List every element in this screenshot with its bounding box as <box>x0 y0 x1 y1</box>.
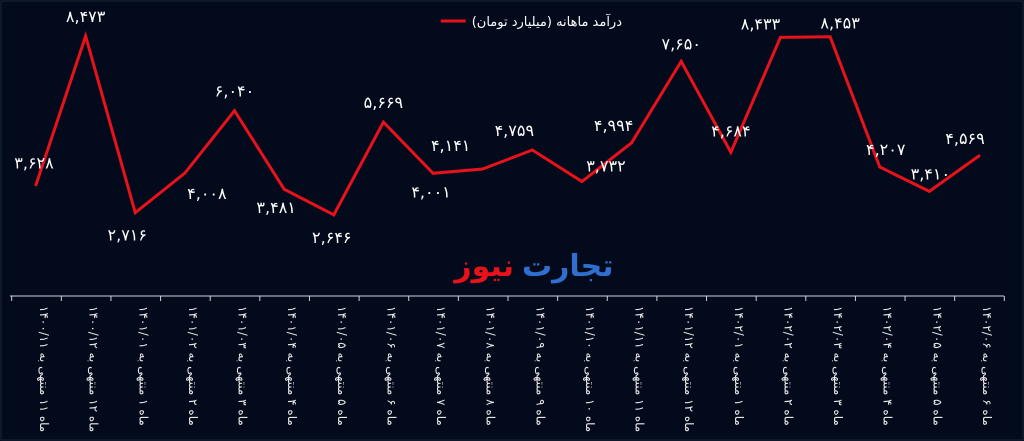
data-label: ۴,۷۵۹ <box>495 121 534 140</box>
x-tick-label: ماه ۱ منتهی به ۱۴۰۱/۰۱ <box>136 306 150 426</box>
x-tick-label: ماه ۶ منتهی به ۱۴۰۲/۰۶ <box>980 306 994 426</box>
data-point <box>679 59 683 63</box>
x-tick-label: ماه ۴ منتهی به ۱۴۰۲/۰۴ <box>881 306 895 426</box>
data-point <box>332 213 336 217</box>
x-tick-label: ماه ۵ منتهی به ۱۴۰۱/۰۵ <box>335 306 349 426</box>
data-label: ۴,۰۰۱ <box>411 182 450 201</box>
data-point <box>778 35 782 39</box>
legend-label: درآمد ماهانه (میلیارد تومان) <box>472 13 622 30</box>
x-tick-label: ماه ۱ منتهی به ۱۴۰۲/۰۱ <box>732 306 746 426</box>
data-point <box>630 141 634 145</box>
data-point <box>481 167 485 171</box>
data-point <box>282 187 286 191</box>
data-point <box>183 171 187 175</box>
x-tick-label: ماه ۹ منتهی به ۱۴۰۱/۰۹ <box>533 306 547 426</box>
data-label: ۳,۶۲۸ <box>14 154 54 173</box>
data-point <box>381 120 385 124</box>
watermark-logo: تجارت نیوز <box>452 249 613 284</box>
data-label: ۴,۶۸۴ <box>711 121 750 140</box>
data-point <box>878 165 882 169</box>
x-tick-label: ماه ۱۱ منتهی به ۱۴۰۰/۱۱ <box>37 306 51 432</box>
data-label: ۷,۶۵۰ <box>661 34 700 53</box>
x-tick-label: ماه ۷ منتهی به ۱۴۰۱/۰۷ <box>434 306 448 426</box>
x-tick-label: ماه ۲ منتهی به ۱۴۰۲/۰۲ <box>781 306 795 426</box>
data-label: ۶,۰۴۰ <box>215 82 254 101</box>
x-tick-label: ماه ۶ منتهی به ۱۴۰۱/۰۶ <box>384 306 398 426</box>
data-point <box>233 109 237 113</box>
data-label: ۸,۴۷۳ <box>66 7 106 26</box>
data-label: ۴,۰۰۸ <box>187 184 227 203</box>
data-point <box>34 183 38 187</box>
data-label: ۸,۴۵۳ <box>820 14 860 33</box>
series-line <box>34 30 980 217</box>
data-point <box>927 189 931 193</box>
data-label: ۴,۱۴۱ <box>431 136 470 155</box>
data-label: ۲,۷۱۶ <box>108 226 147 245</box>
data-label: ۳,۴۱۰ <box>911 164 950 183</box>
data-point <box>133 211 137 215</box>
data-point <box>580 180 584 184</box>
data-point <box>977 154 981 158</box>
logo-part-news: نیوز <box>452 249 514 284</box>
x-tick-label: ماه ۱۱ منتهی به ۱۴۰۱/۱۱ <box>633 306 647 432</box>
x-tick-label: ماه ۱۰ منتهی به ۱۴۰۱/۱۰ <box>583 306 597 432</box>
x-tick-label: ماه ۱۲ منتهی به ۱۴۰۰/۱۲ <box>87 306 101 432</box>
data-label: ۳,۷۳۲ <box>586 157 625 176</box>
data-label: ۵,۶۶۹ <box>364 93 403 112</box>
data-point <box>530 148 534 152</box>
x-tick-label: ماه ۱۲ منتهی به ۱۴۰۱/۱۲ <box>682 306 696 432</box>
data-label: ۳,۴۸۱ <box>256 198 295 217</box>
logo-part-tejarat: تجارت <box>522 249 614 284</box>
x-tick-label: ماه ۸ منتهی به ۱۴۰۱/۰۸ <box>484 306 498 426</box>
legend: درآمد ماهانه (میلیارد تومان) <box>440 13 622 30</box>
x-tick-label: ماه ۳ منتهی به ۱۴۰۲/۰۳ <box>831 306 845 426</box>
x-tick-label: ماه ۳ منتهی به ۱۴۰۱/۰۳ <box>236 306 250 426</box>
data-point <box>431 171 435 175</box>
x-tick-label: ماه ۲ منتهی به ۱۴۰۱/۰۲ <box>186 306 200 426</box>
data-point <box>84 34 88 38</box>
data-label: ۲,۶۴۶ <box>312 228 351 247</box>
data-label: ۸,۴۳۳ <box>741 14 781 33</box>
data-point <box>828 35 832 39</box>
x-tick-label: ماه ۴ منتهی به ۱۴۰۱/۰۴ <box>285 306 299 426</box>
data-label: ۴,۲۰۷ <box>866 140 906 159</box>
data-label: ۴,۹۹۴ <box>594 116 633 135</box>
data-point <box>729 150 733 154</box>
data-label: ۴,۵۶۹ <box>945 129 984 148</box>
x-tick-label: ماه ۵ منتهی به ۱۴۰۲/۰۵ <box>930 306 944 426</box>
